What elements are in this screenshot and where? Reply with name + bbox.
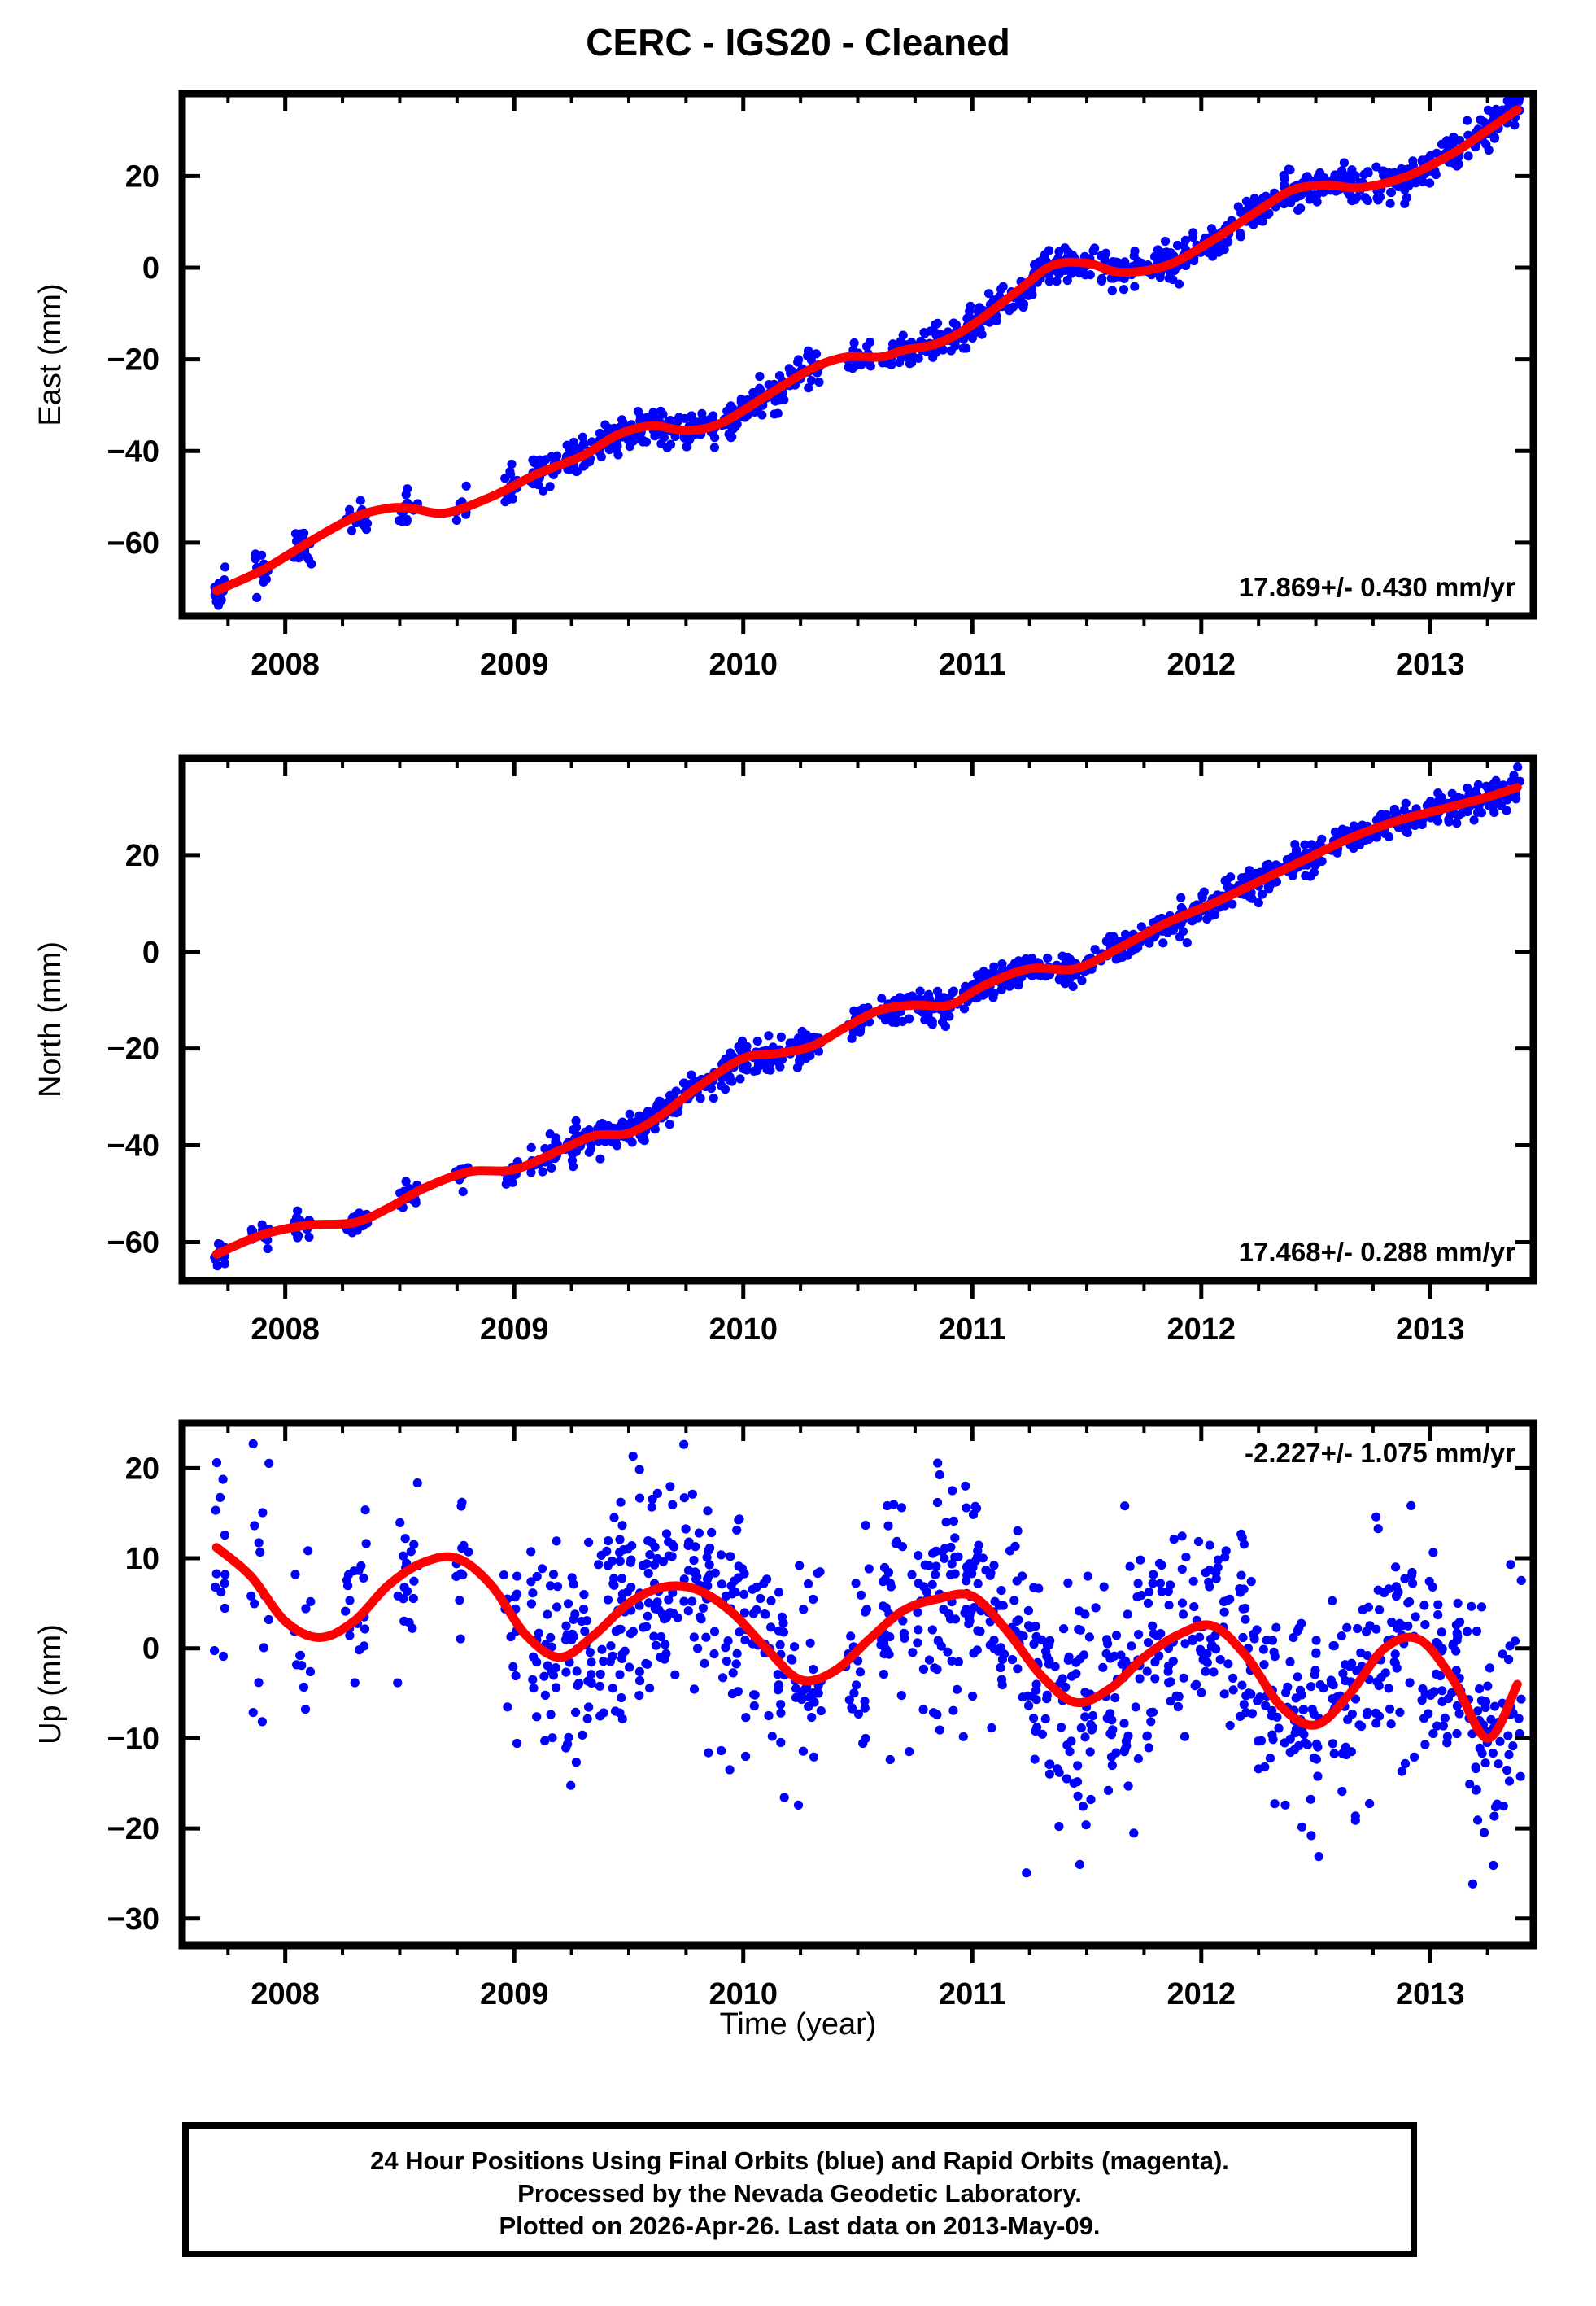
y-tick-label: 0 (142, 1632, 159, 1666)
x-tick-label: 2012 (1167, 1977, 1236, 2011)
x-tick-label: 2012 (1167, 648, 1236, 682)
panel-east: 2008 2009 2010 2011 2012 2013 20 0 −20 −40 −60 East… (33, 90, 1537, 682)
x-tick-label: 2011 (939, 1977, 1005, 2011)
y-axis-label-up: Up (mm) (33, 1624, 68, 1745)
y-tick-label: −40 (107, 1129, 159, 1164)
y-tick-label: −10 (107, 1722, 159, 1756)
y-tick-label: −60 (107, 526, 159, 561)
page-title: CERC - IGS20 - Cleaned (586, 21, 1009, 63)
x-tick-label: 2009 (480, 1977, 549, 2011)
footer-line-3: Plotted on 2026-Apr-26. Last data on 201… (499, 2212, 1100, 2240)
y-tick-label: 20 (125, 159, 159, 194)
trend-line-up (211, 1543, 1522, 1743)
x-tick-label: 2009 (480, 1312, 549, 1347)
rate-annotation-up: -2.227+/- 1.075 mm/yr (1245, 1438, 1515, 1468)
footer-box (182, 2122, 1417, 2257)
x-tick-label: 2010 (709, 648, 778, 682)
rate-annotation-east: 17.869+/- 0.430 mm/yr (1239, 572, 1515, 602)
x-tick-label: 2010 (709, 1312, 778, 1347)
y-tick-label: 0 (142, 936, 159, 970)
trend-line-north (211, 783, 1522, 1259)
x-tick-label: 2013 (1396, 1312, 1465, 1347)
trend-line-east (211, 105, 1522, 596)
x-axis-label: Time (year) (720, 2007, 877, 2042)
rate-annotation-north: 17.468+/- 0.288 mm/yr (1239, 1237, 1515, 1267)
y-tick-label: −30 (107, 1902, 159, 1937)
x-tick-label: 2010 (709, 1977, 778, 2011)
panel-north: 2008 2009 2010 2011 2012 2013 20 0 −20 −40 −60 Nort… (33, 754, 1537, 1347)
x-tick-label: 2008 (251, 648, 320, 682)
panel-up: 2008 2009 2010 2011 2012 201320100−10−20−30Up… (33, 1419, 1537, 2011)
y-axis-label-north: North (mm) (33, 941, 68, 1098)
ticks-north: 2008 2009 2010 2011 2012 2013 20 0 −20 −40 −60 (107, 758, 1533, 1347)
y-axis-label-east: East (mm) (33, 283, 68, 426)
footer-note: 24 Hour Positions Using Final Orbits (bl… (182, 2122, 1417, 2257)
y-tick-label: 20 (125, 1452, 159, 1486)
x-tick-label: 2013 (1396, 1977, 1465, 2011)
x-tick-label: 2013 (1396, 648, 1465, 682)
y-tick-label: −20 (107, 343, 159, 378)
footer-line-2: Processed by the Nevada Geodetic Laborat… (517, 2179, 1082, 2208)
y-tick-label: −20 (107, 1033, 159, 1067)
y-tick-label: −40 (107, 435, 159, 469)
x-tick-label: 2008 (251, 1977, 320, 2011)
panel-group: 2008 2009 2010 2011 2012 2013200−20−40−60East… (33, 90, 1537, 2011)
x-tick-label: 2009 (480, 648, 549, 682)
y-tick-label: 20 (125, 839, 159, 873)
x-tick-label: 2012 (1167, 1312, 1236, 1347)
y-tick-label: 10 (125, 1542, 159, 1576)
y-tick-label: 0 (142, 251, 159, 286)
y-tick-label: −20 (107, 1812, 159, 1846)
x-tick-label: 2011 (939, 648, 1005, 682)
footer-line-1: 24 Hour Positions Using Final Orbits (bl… (370, 2147, 1229, 2175)
y-tick-label: −60 (107, 1225, 159, 1260)
ticks-east: 2008 2009 2010 2011 2012 2013 20 0 −20 −40 −60 (107, 94, 1533, 682)
x-tick-label: 2011 (939, 1312, 1005, 1347)
x-tick-label: 2008 (251, 1312, 320, 1347)
